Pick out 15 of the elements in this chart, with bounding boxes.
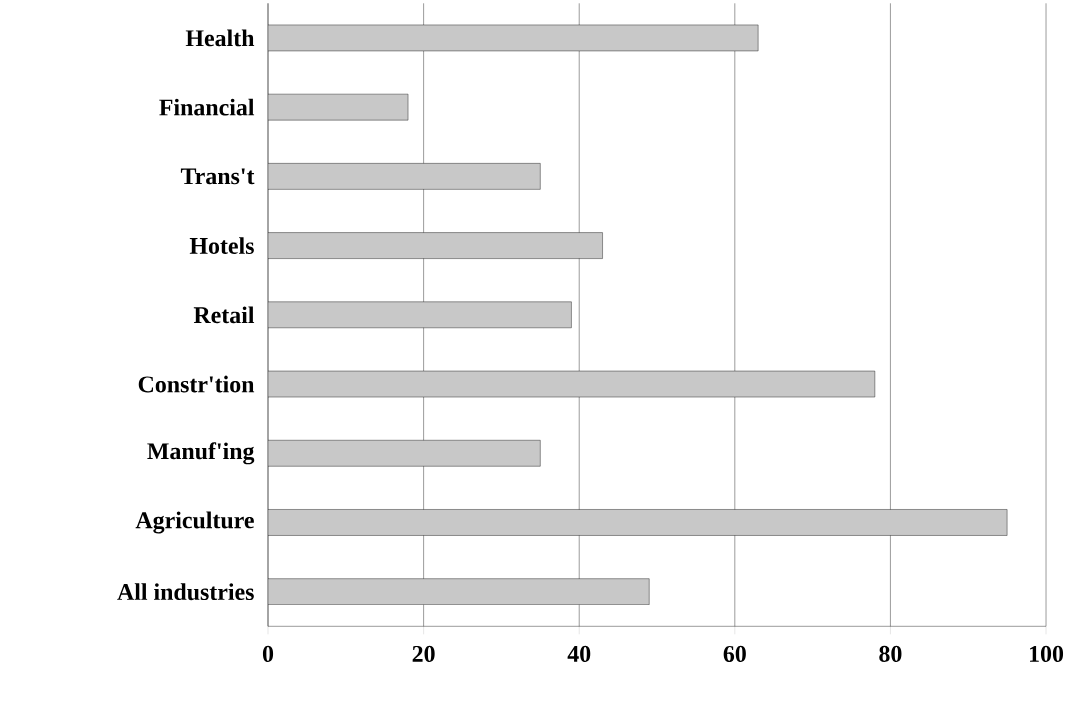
- x-tick-label: 0: [262, 645, 274, 662]
- x-tick-label: 40: [567, 645, 591, 662]
- y-tick-label: Manuf'ing: [147, 442, 255, 465]
- y-tick-label: Retail: [193, 306, 255, 324]
- x-tick-label: 60: [723, 645, 746, 662]
- y-tick-label: Financial: [159, 98, 255, 116]
- y-tick-label: All industries: [117, 583, 254, 600]
- x-tick-label: 80: [879, 645, 902, 662]
- y-tick-label: Health: [185, 29, 255, 47]
- x-tick-label: 20: [412, 645, 435, 662]
- y-tick-label: Hotels: [189, 237, 254, 254]
- x-tick-label: 100: [1030, 645, 1064, 662]
- y-tick-label: Trans't: [180, 168, 255, 185]
- y-tick-label: Constr'tion: [138, 375, 255, 393]
- y-tick-label: Agriculture: [135, 511, 254, 534]
